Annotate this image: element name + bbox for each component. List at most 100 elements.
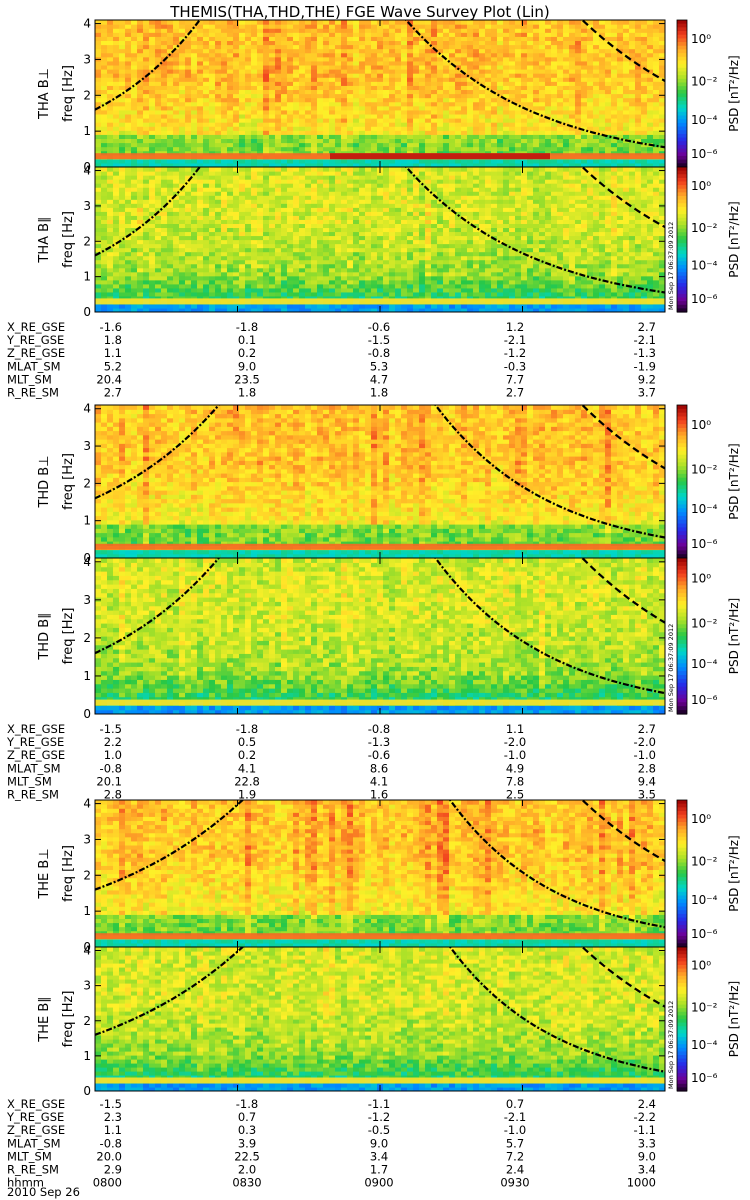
colorbar-segment <box>677 225 687 230</box>
ephemeris-value: -1.1 <box>368 1097 390 1111</box>
colorbar-segment <box>677 473 687 479</box>
colorbar-segment <box>677 663 687 668</box>
colorbar-segment <box>677 913 687 919</box>
colorbar-segment <box>677 203 687 208</box>
ephemeris-value: -1.3 <box>634 346 656 360</box>
colorbar-segment <box>677 1047 687 1052</box>
colorbar-segment <box>677 1080 687 1085</box>
colorbar-segment <box>677 604 687 610</box>
y-tick-label: 1 <box>83 669 91 683</box>
colorbar-segment <box>677 910 687 915</box>
ephemeris-value: 0.7 <box>506 1097 524 1111</box>
y-tick-label: 2 <box>83 88 91 102</box>
colorbar-tick-label: 10⁰ <box>691 571 711 585</box>
ephemeris-value: 3.5 <box>638 788 656 802</box>
colorbar-segment <box>677 993 687 998</box>
ephemeris-value: 22.5 <box>234 1149 260 1163</box>
probe-block-the: 0 1 2 3 4 freq [Hz] THE B⊥ 10⁰ 10⁻² 10⁻⁴ 10⁻⁶ PSD [… <box>6 797 741 1190</box>
colorbar-segment <box>677 957 687 962</box>
colorbar-segment <box>677 924 687 930</box>
colorbar-segment <box>677 239 687 244</box>
colorbar-segment <box>677 481 687 486</box>
colorbar: 10⁰ 10⁻² 10⁻⁴ 10⁻⁶ PSD [nT²/Hz] <box>676 557 741 715</box>
colorbar-segment <box>677 965 687 970</box>
colorbar-segment <box>677 250 687 255</box>
colorbar-segment <box>677 800 687 805</box>
colorbar-segment <box>677 279 687 284</box>
y-tick-label: 3 <box>83 199 91 213</box>
low-frequency-band <box>95 933 665 940</box>
ephemeris-value: 5.3 <box>370 359 388 373</box>
gyrofrequency-curve <box>434 405 665 539</box>
ephemeris-value: 8.6 <box>370 761 388 775</box>
colorbar-segment <box>677 558 687 563</box>
colorbar-segment <box>677 1019 687 1024</box>
colorbar-segment <box>677 561 687 567</box>
colorbar-tick-label: 10⁻⁶ <box>691 927 718 941</box>
ephemeris-value: 2.4 <box>638 1097 656 1111</box>
colorbar-tick-label: 10⁻² <box>691 462 718 476</box>
ephemeris-value: 1.8 <box>238 386 256 400</box>
colorbar-tick-label: 10⁻⁶ <box>691 292 718 306</box>
colorbar-segment <box>677 616 687 621</box>
y-tick-label: 2 <box>83 1014 91 1028</box>
colorbar-segment <box>677 462 687 467</box>
colorbar-segment <box>677 1004 687 1009</box>
ephemeris-label: Y_RE_GSE <box>6 1110 64 1124</box>
colorbar-segment <box>677 917 687 922</box>
spectrogram-panel: 0 1 2 3 4 freq [Hz] THA B⊥ 10⁰ 10⁻² 10⁻⁴ 10⁻⁶ PSD [… <box>37 17 741 174</box>
ephemeris-value: 0.5 <box>238 735 256 749</box>
panel-ylabel: THA B⊥ <box>37 68 52 120</box>
y-tick-label: 2 <box>83 234 91 248</box>
colorbar-segment <box>677 45 687 50</box>
ephemeris-value: -0.3 <box>504 359 526 373</box>
colorbar-label: PSD [nT²/Hz] <box>727 981 741 1057</box>
ephemeris-value: 0800 <box>93 1176 122 1190</box>
gyrofrequency-curves <box>95 800 665 929</box>
colorbar-segment <box>677 450 687 456</box>
colorbar-frame <box>676 557 688 715</box>
ephemeris-label: X_RE_GSE <box>7 320 65 334</box>
colorbar-tick-label: 10⁻⁶ <box>691 147 718 161</box>
ephemeris-label: Z_RE_GSE <box>7 1123 65 1137</box>
ephemeris-value: -1.3 <box>368 735 390 749</box>
ephemeris-value: 23.5 <box>234 372 260 386</box>
colorbar-segment <box>677 840 687 845</box>
colorbar-segment <box>677 275 687 280</box>
ephemeris-value: 2.9 <box>104 1163 122 1177</box>
ephemeris-value: 20.1 <box>96 774 122 788</box>
colorbar-segment <box>677 293 687 299</box>
colorbar-segment <box>677 75 687 80</box>
colorbar-tick-label: 10⁰ <box>691 812 711 826</box>
ephemeris-value: -0.8 <box>368 722 390 736</box>
colorbar-tick-label: 10⁰ <box>691 179 711 193</box>
y-tick-label: 3 <box>83 439 91 453</box>
colorbar-segment <box>677 869 687 875</box>
colorbar-tick-label: 10⁻⁶ <box>691 537 718 551</box>
colorbar-segment <box>677 435 687 441</box>
colorbar-segment <box>677 968 687 973</box>
colorbar-segment <box>677 639 687 645</box>
colorbar-segment <box>677 694 687 699</box>
ephemeris-value: -2.0 <box>504 735 526 749</box>
ephemeris-value: 9.0 <box>238 359 256 373</box>
spectrogram-cells <box>95 947 665 1091</box>
gyrofrequency-curve <box>95 167 202 257</box>
y-tick-label: 4 <box>83 402 91 416</box>
colorbar-segment <box>677 148 687 153</box>
colorbar: 10⁰ 10⁻² 10⁻⁴ 10⁻⁶ PSD [nT²/Hz] <box>676 19 741 168</box>
y-axis: 0 1 2 3 4 <box>83 164 666 319</box>
colorbar-segment <box>677 939 687 944</box>
ephemeris-value: 22.8 <box>234 774 260 788</box>
colorbar-segment <box>677 257 687 262</box>
colorbar-segment <box>677 1008 687 1013</box>
ephemeris-value: 4.1 <box>370 774 388 788</box>
colorbar-segment <box>677 807 687 812</box>
colorbar-segment <box>677 454 687 460</box>
colorbar-segment <box>677 655 687 660</box>
gyrofrequency-curve <box>580 558 665 624</box>
colorbar-segment <box>677 1083 687 1088</box>
ephemeris-label: MLAT_SM <box>7 1136 61 1150</box>
ephemeris-value: -1.0 <box>634 748 656 762</box>
colorbar-segment <box>677 628 687 633</box>
